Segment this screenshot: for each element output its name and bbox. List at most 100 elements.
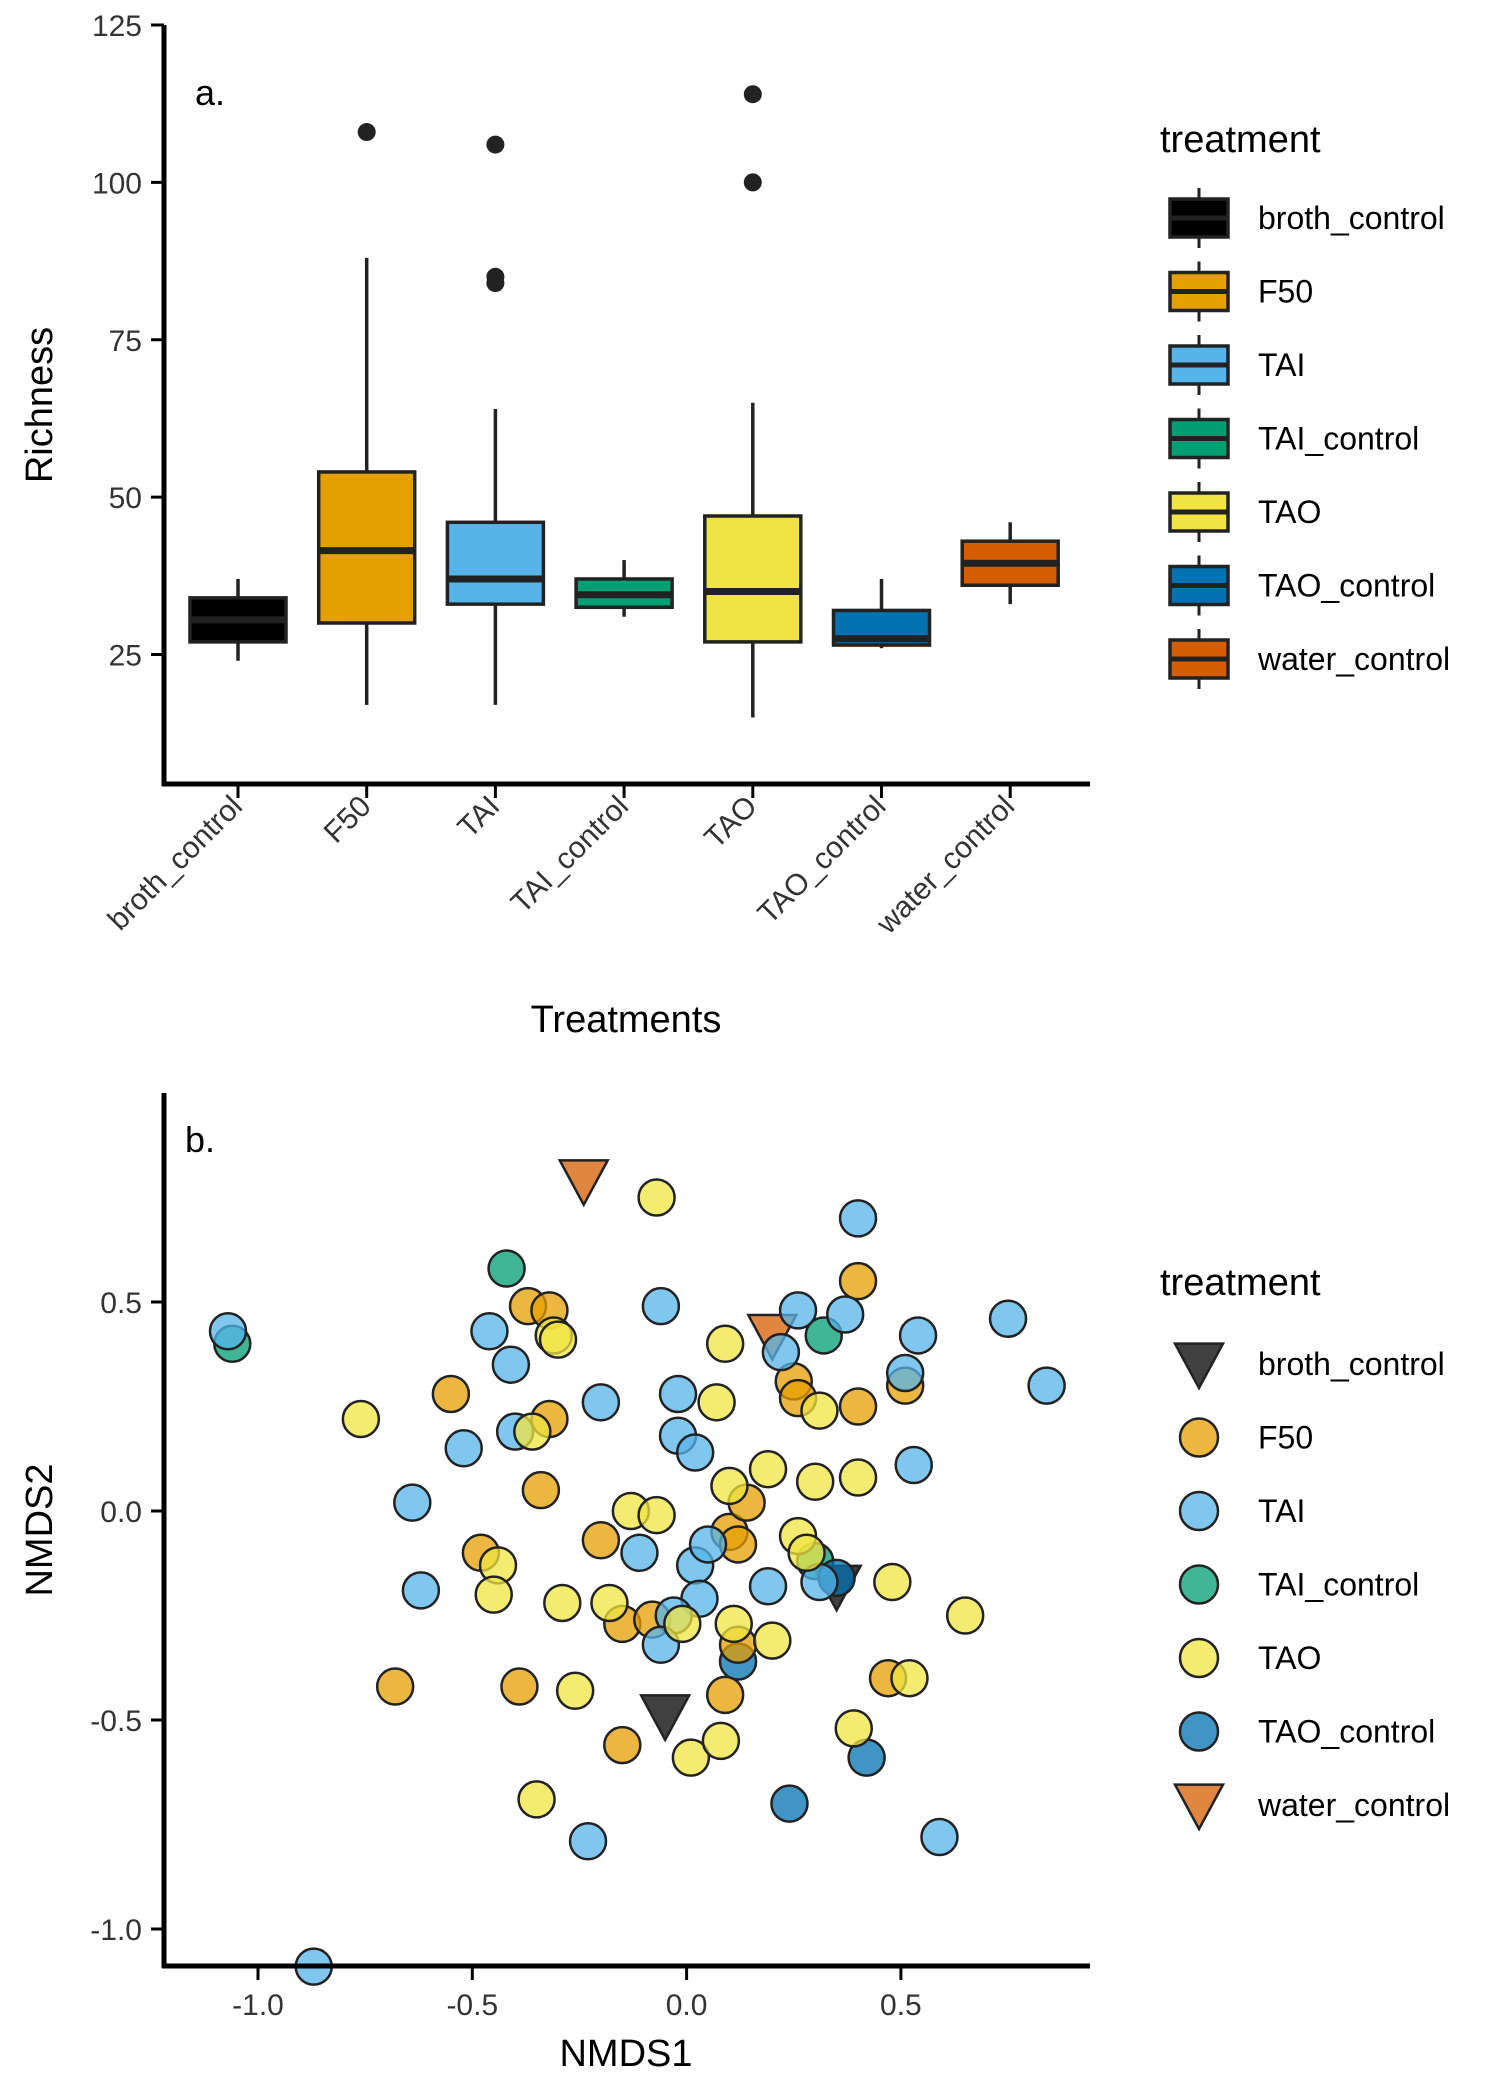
legend-label: TAO_control	[1258, 1714, 1435, 1750]
box-TAI_control	[574, 560, 674, 617]
point-TAO	[753, 1621, 792, 1660]
point-TAO	[838, 1458, 878, 1497]
outlier-point	[743, 85, 762, 104]
legend-key-triangle	[1172, 1342, 1226, 1391]
y-tick-label: 0.0	[100, 1496, 142, 1529]
point-TAI	[898, 1316, 938, 1355]
point-TAI	[658, 1374, 698, 1414]
point-TAI	[401, 1571, 441, 1610]
legend-key-triangle	[1172, 1783, 1226, 1832]
y-tick-label: 0.5	[100, 1287, 142, 1320]
legend-label: TAI	[1258, 347, 1305, 383]
point-TAI	[1027, 1366, 1066, 1405]
legend-a-item: TAO_control	[1168, 555, 1435, 616]
point-F50	[521, 1470, 561, 1510]
point-TAI	[581, 1383, 621, 1422]
legend-a-item: water_control	[1168, 629, 1450, 689]
point-broth_control	[639, 1694, 692, 1743]
legend-label: F50	[1258, 274, 1313, 310]
legend-b-item: broth_control	[1172, 1342, 1445, 1391]
scatter-points	[208, 1159, 1066, 1986]
legend-a-item: TAO	[1168, 482, 1321, 542]
series-water_control	[557, 1159, 799, 1363]
legend-label: broth_control	[1258, 1346, 1445, 1382]
x-tick-label: F50	[318, 790, 378, 850]
x-axis-title: Treatments	[531, 999, 722, 1041]
outlier-point	[486, 267, 505, 286]
point-TAI	[761, 1332, 801, 1372]
box-iqr	[445, 520, 546, 606]
y-tick-label: 100	[92, 167, 142, 200]
x-tick-label: 0.5	[880, 1989, 922, 2022]
point-TAO	[538, 1320, 578, 1359]
legend-a-title: treatment	[1160, 119, 1321, 161]
box-TAI	[445, 135, 546, 705]
series-TAO_control	[718, 1558, 886, 1823]
legend-key-circle	[1178, 1417, 1220, 1458]
x-tick-label: water_control	[870, 790, 1021, 941]
box-water_control	[960, 522, 1060, 605]
point-TAO	[513, 1412, 552, 1451]
point-TAO	[543, 1583, 582, 1623]
point-TAI	[444, 1429, 483, 1468]
outlier-point	[357, 123, 376, 142]
legend-key-circle	[1178, 1637, 1220, 1679]
legend-b-item: water_control	[1172, 1783, 1450, 1832]
legend-label: TAO_control	[1258, 568, 1435, 604]
legend-a-item: TAI_control	[1168, 408, 1419, 469]
legend-label: water_control	[1257, 641, 1450, 677]
x-axis-title: NMDS1	[559, 2033, 692, 2075]
legend-a-item: broth_control	[1168, 188, 1445, 248]
legend-b-item: TAI	[1178, 1490, 1305, 1532]
nmds-panel: b. 0.5 0.0 -0.5 -1.0 -1.0 -0.5 0.0 0.5 NMDS2 N…	[19, 1093, 1450, 2075]
point-TAI	[568, 1821, 608, 1861]
point-F50	[705, 1675, 745, 1715]
point-TAI	[470, 1312, 509, 1351]
legend-label: TAO	[1258, 1640, 1321, 1676]
box-iqr	[703, 514, 803, 644]
y-tick-label: 75	[109, 325, 142, 358]
point-TAO	[748, 1449, 788, 1489]
legend-b-item: F50	[1178, 1417, 1313, 1458]
y-axis-title: NMDS2	[19, 1463, 61, 1596]
y-tick-label: -1.0	[90, 1914, 142, 1947]
legend-label: TAI_control	[1258, 421, 1419, 457]
legend-key-circle	[1178, 1564, 1220, 1605]
x-tick-label: TAO_control	[752, 790, 893, 931]
point-F50	[375, 1667, 415, 1706]
point-TAO	[873, 1562, 912, 1602]
x-tick-label: 0.0	[666, 1989, 708, 2022]
point-TAO	[474, 1575, 513, 1614]
y-tick-label: -0.5	[90, 1705, 142, 1738]
box-TAO	[703, 85, 803, 718]
legend-label: TAI_control	[1258, 1567, 1419, 1603]
point-TAO	[890, 1658, 929, 1698]
y-tick-label: 50	[109, 482, 142, 515]
x-tick-label: TAO	[698, 790, 763, 855]
series-TAO	[341, 1178, 985, 1819]
point-TAO	[705, 1324, 745, 1364]
point-TAO	[714, 1604, 753, 1644]
y-axis-ticks: 0.5 0.0 -0.5 -1.0	[90, 1287, 164, 1947]
point-TAI	[641, 1286, 681, 1326]
point-TAI	[920, 1817, 959, 1857]
point-TAI	[491, 1345, 531, 1384]
x-tick-label: -1.0	[232, 1989, 284, 2022]
point-TAO	[637, 1495, 676, 1535]
legend-a: treatment broth_control F50 TAI TAI_control…	[1160, 119, 1450, 689]
point-TAI	[894, 1445, 934, 1485]
point-TAI	[885, 1353, 925, 1393]
point-TAO	[663, 1604, 702, 1644]
legend-b-item: TAO	[1178, 1637, 1321, 1679]
point-TAI	[838, 1199, 878, 1238]
point-TAO	[945, 1596, 985, 1635]
legend-b-item: TAO_control	[1178, 1711, 1435, 1752]
point-TAO	[637, 1178, 676, 1217]
point-TAI_control	[487, 1249, 526, 1288]
point-TAO_control	[770, 1784, 809, 1823]
point-TAI	[688, 1525, 728, 1564]
legend-b: treatment broth_control F50 TAI TAI_control…	[1160, 1262, 1450, 1832]
x-tick-label: TAI	[452, 790, 507, 845]
